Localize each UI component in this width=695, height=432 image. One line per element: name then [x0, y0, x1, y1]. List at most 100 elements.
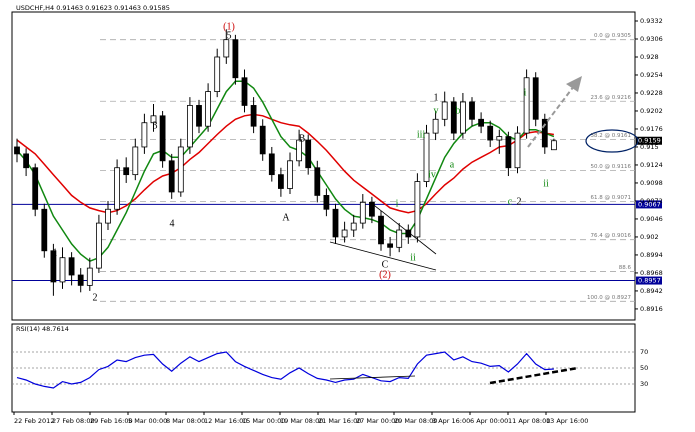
arrow-head: [566, 76, 582, 92]
candle-body: [396, 229, 403, 248]
candle-body: [268, 153, 275, 176]
wave-label: (1): [223, 21, 235, 32]
candle-body: [14, 146, 20, 155]
chart-title: USDCHF,H4 0.91463 0.91623 0.91463 0.9158…: [16, 4, 170, 12]
x-tick-label: 22 Feb 2012: [14, 417, 54, 425]
rsi-title: RSI(14) 48.7614: [16, 325, 69, 333]
y-tick-label: 0.9072: [640, 197, 663, 205]
candle-body: [478, 118, 485, 127]
candle-body: [168, 160, 175, 193]
y-tick-label: 0.8994: [640, 251, 663, 259]
level-label: 0.8957: [638, 277, 661, 285]
wave-label: c: [508, 196, 513, 207]
x-tick-label: 3 Apr 16:00: [432, 417, 470, 425]
candle-body: [141, 122, 148, 148]
level-label: 0.9067: [638, 200, 661, 208]
x-tick-label: 27 Mar 00:00: [356, 417, 399, 425]
y-tick-label: 0.9254: [640, 71, 663, 79]
fib-label: 76.4 @ 0.9016: [591, 233, 632, 239]
candle-body: [350, 222, 357, 231]
candle-body: [450, 101, 457, 134]
candle-body: [514, 132, 521, 169]
fib-label: 50.0 @ 0.9116: [591, 164, 632, 170]
rsi-line: [16, 351, 554, 389]
candle-body: [196, 105, 202, 127]
candle-body: [59, 257, 66, 283]
rsi-support-line: [489, 366, 579, 385]
y-tick-label: 0.8968: [640, 269, 663, 277]
x-tick-label: 5 Mar 00:00: [128, 417, 167, 425]
candle-body: [23, 153, 30, 169]
level-box: [636, 200, 662, 209]
candle-body: [41, 208, 48, 252]
candle-body: [487, 125, 494, 141]
y-tick-label: 0.9124: [640, 161, 663, 169]
candle-body: [32, 167, 39, 210]
x-tick-label: 11 Apr 08:00: [508, 417, 550, 425]
candle-body: [387, 243, 394, 248]
candle-body: [296, 139, 303, 162]
candle-body: [323, 195, 330, 210]
wave-label: A: [282, 212, 290, 223]
candle-body: [105, 208, 111, 224]
rsi-panel: [11, 323, 636, 413]
wave-label: i: [396, 198, 399, 209]
wave-label: 4: [170, 218, 175, 229]
trend-line: [329, 241, 437, 271]
x-tick-label: 29 Feb 16:00: [90, 417, 133, 425]
candle-body: [532, 77, 539, 120]
main-panel: [11, 11, 636, 321]
candle-body: [177, 146, 184, 193]
wave-label: 3: [153, 120, 158, 131]
candle-body: [469, 101, 475, 120]
wave-label: v: [434, 105, 439, 116]
y-tick-label: 0.915: [640, 143, 659, 151]
wave-label: 2: [517, 196, 522, 207]
fib-label: 23.6 @ 0.9216: [591, 95, 632, 101]
candle-body: [496, 136, 503, 141]
candle-body: [368, 201, 375, 217]
wave-label: C: [382, 259, 389, 270]
wave-label: ii: [410, 252, 416, 263]
fib-label: 88.6: [619, 265, 632, 271]
wave-label: (2): [379, 269, 391, 280]
y-tick-label: 0.9332: [640, 17, 663, 25]
y-tick-label: 0.9176: [640, 125, 663, 133]
candle-body: [186, 105, 193, 148]
candle-body: [241, 77, 248, 106]
x-tick-label: 21 Mar 16:00: [318, 417, 361, 425]
wave-label: 5: [227, 30, 232, 41]
rsi-tick-label: 70: [640, 348, 648, 356]
candle-body: [114, 167, 120, 210]
trend-line: [369, 201, 437, 255]
candle-body: [332, 208, 339, 238]
candle-body: [551, 140, 557, 151]
x-tick-label: 15 Mar 00:00: [242, 417, 285, 425]
candle-body: [359, 201, 366, 224]
wave-label: B: [299, 133, 306, 144]
candle-body: [441, 101, 448, 120]
y-tick-label: 0.8916: [640, 305, 663, 313]
y-tick-label: 0.9046: [640, 215, 663, 223]
highlight-ellipse: [585, 129, 639, 153]
x-tick-label: 8 Mar 08:00: [166, 417, 205, 425]
wave-label: b: [456, 105, 461, 116]
rsi-trend-line: [329, 375, 416, 380]
candle-body: [250, 105, 257, 127]
candle-body: [123, 167, 130, 176]
candle-body: [414, 181, 421, 238]
candle-body: [423, 132, 430, 182]
y-tick-label: 0.8942: [640, 287, 663, 295]
fib-label: 100.0 @ 0.8927: [587, 295, 631, 301]
rsi-tick-label: 30: [640, 380, 648, 388]
wave-label: iv: [428, 169, 436, 180]
candle-body: [432, 118, 439, 134]
candle-body: [259, 125, 266, 155]
wave-label: 1: [53, 247, 58, 258]
x-tick-label: 19 Mar 08:00: [280, 417, 323, 425]
wave-label: i: [524, 87, 527, 98]
fib-label: 61.8 @ 0.9071: [591, 195, 632, 201]
candle-body: [159, 115, 166, 162]
y-tick-label: 0.9098: [640, 179, 663, 187]
